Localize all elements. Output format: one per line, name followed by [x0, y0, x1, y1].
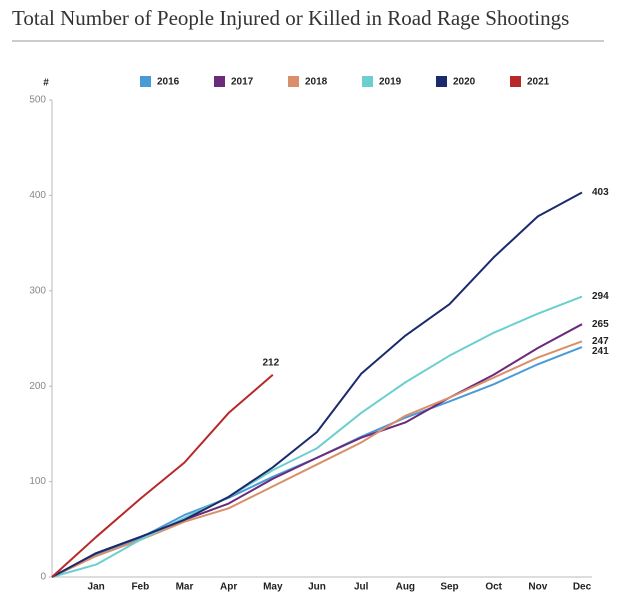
- x-tick-label: Aug: [396, 582, 415, 593]
- chart-title: Total Number of People Injured or Killed…: [12, 6, 569, 30]
- y-tick-label: 200: [29, 381, 46, 392]
- series-line: [51, 323, 583, 578]
- x-tick-label: Sep: [440, 582, 458, 593]
- x-tick-label: Jun: [308, 582, 326, 593]
- y-tick-label: 400: [29, 190, 46, 201]
- legend-swatch: [510, 76, 521, 87]
- legend-swatch: [436, 76, 447, 87]
- x-tick-label: Mar: [176, 582, 194, 593]
- data-label: 265: [592, 319, 609, 330]
- x-tick-label: Oct: [485, 582, 502, 593]
- legend-label: 2018: [305, 77, 328, 88]
- x-tick-label: Jan: [88, 582, 105, 593]
- x-tick-label: May: [263, 582, 283, 593]
- y-tick-label: 100: [29, 476, 46, 487]
- series-line: [51, 373, 274, 578]
- x-tick-label: Apr: [220, 582, 237, 593]
- legend-swatch: [214, 76, 225, 87]
- x-tick-label: Dec: [573, 582, 592, 593]
- x-tick-label: Feb: [131, 582, 149, 593]
- y-tick-label: 500: [29, 95, 46, 106]
- data-label: 212: [262, 357, 279, 368]
- legend-swatch: [362, 76, 373, 87]
- y-tick-label: 0: [40, 572, 46, 583]
- x-tick-label: Nov: [528, 582, 547, 593]
- legend-label: 2019: [379, 77, 402, 88]
- y-tick-label: 300: [29, 285, 46, 296]
- x-tick-label: Jul: [354, 582, 369, 593]
- legend-label: 2020: [453, 77, 476, 88]
- data-label: 247: [592, 336, 609, 347]
- series-line: [51, 295, 583, 578]
- data-label: 241: [592, 346, 609, 357]
- data-label: 403: [592, 187, 609, 198]
- legend-label: 2016: [157, 77, 180, 88]
- data-label: 294: [592, 291, 609, 302]
- series-line: [51, 191, 583, 578]
- legend-label: 2021: [527, 77, 550, 88]
- legend-swatch: [140, 76, 151, 87]
- y-axis-label: #: [43, 78, 49, 89]
- legend-label: 2017: [231, 77, 254, 88]
- legend-swatch: [288, 76, 299, 87]
